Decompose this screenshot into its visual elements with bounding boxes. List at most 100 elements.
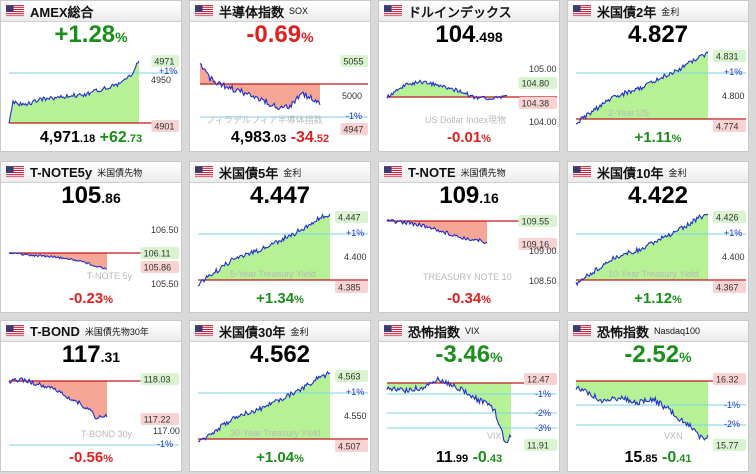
price-line <box>575 213 709 287</box>
main-value-integer: 104 <box>435 21 476 48</box>
market-card[interactable]: T-NOTE 5y 106.50 106.11 105.86 105.50 T-NOTE5… <box>0 161 182 313</box>
top-price-label: 105.00 <box>529 64 557 74</box>
main-value: +1.28% <box>1 20 181 52</box>
main-value: -2.52% <box>568 340 748 372</box>
svg-text:4.831: 4.831 <box>716 52 739 62</box>
us-flag-icon <box>195 5 213 17</box>
top-price-label: 118.03 <box>140 373 179 385</box>
top-price-label: 109.55 <box>518 215 557 227</box>
previous-close-label: 4.367 <box>713 281 746 293</box>
price-chart: 30-Year Treasury Yield 4.563 +1% 4.550 4.507 <box>197 370 368 452</box>
percent-label: +1% <box>346 228 364 238</box>
chart-watermark: T-NOTE 5y <box>87 271 133 281</box>
main-value: 104.498 <box>379 20 559 52</box>
market-card[interactable]: VXN 16.32 -1% -2% 15.77 恐怖指数 Nasdaq100 -2.52% 15… <box>567 320 749 472</box>
card-header: 恐怖指数 VIX <box>379 321 559 342</box>
chart-fill-area <box>9 377 107 420</box>
card-title: T-NOTE <box>408 164 456 180</box>
market-card[interactable]: US Dollar Index現物 105.00 104.80 104.38 104.0… <box>378 0 560 152</box>
card-subtitle: 米国債先物30年 <box>84 326 149 337</box>
chart-fill-area <box>576 381 708 440</box>
price-chart: VXN 16.32 -1% -2% 15.77 <box>575 373 746 451</box>
top-price-label: 4.831 <box>713 50 746 62</box>
card-title: 米国債5年 <box>219 165 279 181</box>
main-value-integer: 4.827 <box>627 21 689 48</box>
last-price-decimal: .85 <box>642 453 658 465</box>
card-subtitle: SOX <box>289 6 309 16</box>
card-header: 恐怖指数 Nasdaq100 <box>568 321 748 342</box>
market-card[interactable]: 2-Year US 4.831 +1% 4.800 4.774 米国債2年 金利 4.827 +… <box>567 0 749 152</box>
main-value: 4.827 <box>568 20 748 52</box>
card-subtitle: 金利 <box>283 167 302 178</box>
last-price: 11.99 <box>436 449 468 466</box>
chart-fill-area <box>9 252 107 269</box>
price-line <box>8 60 140 124</box>
price-and-change: 4,983.03 -34.52 <box>190 128 370 149</box>
market-card[interactable]: 5-Year Treasury Yield 4.447 +1% 4.400 4.385 米… <box>189 161 371 313</box>
market-card[interactable]: フィラデルフィア半導体指数 5055 5000 -1% 4947 半導体指数 SOX -0.6… <box>189 0 371 152</box>
us-flag-icon <box>384 325 402 337</box>
market-card[interactable]: TREASURY NOTE 10 109.55 109.16 109.00 108.50… <box>378 161 560 313</box>
card-subtitle: 金利 <box>290 326 309 337</box>
card-title: 半導体指数 <box>219 4 285 20</box>
main-value: -3.46% <box>379 340 559 372</box>
price-line <box>386 79 508 101</box>
top-price-label: 4.447 <box>335 211 368 223</box>
svg-text:106.11: 106.11 <box>144 249 171 259</box>
svg-text:104.38: 104.38 <box>522 99 550 109</box>
market-card[interactable]: VIX 12.47 -1% -2% -3% 11.91 恐怖指数 VIX -3.46% 11.99… <box>378 320 560 472</box>
us-flag-icon <box>6 166 24 178</box>
main-value-integer: 117 <box>61 341 101 368</box>
chart-watermark: VIX <box>487 431 502 441</box>
top-price-label: 4971 <box>151 55 179 67</box>
card-header: T-NOTE 米国債先物 <box>379 162 559 183</box>
svg-text:5055: 5055 <box>343 57 363 67</box>
change-percent-value: +1.12 <box>634 290 673 307</box>
main-value: 117.31 <box>1 340 181 372</box>
chart-watermark: 10-Year Treasury Yield <box>608 269 699 279</box>
us-flag-icon <box>573 166 591 178</box>
svg-text:15.77: 15.77 <box>716 441 739 451</box>
market-card[interactable]: 10-Year Treasury Yield 4.426 +1% 4.400 4.367… <box>567 161 749 313</box>
price-line <box>386 218 488 245</box>
main-value: 105.86 <box>1 181 181 213</box>
price-line <box>8 252 108 270</box>
main-value: -0.69% <box>190 20 370 52</box>
top-price-label: 4.426 <box>713 211 746 223</box>
chart-fill-area <box>387 219 487 244</box>
last-price-decimal: .03 <box>270 133 287 145</box>
svg-text:4971: 4971 <box>154 57 174 67</box>
main-value-suffix: .498 <box>475 29 503 45</box>
card-title: AMEX総合 <box>30 4 94 20</box>
card-title: T-NOTE5y <box>30 164 93 180</box>
market-card[interactable]: T-BOND 30y 118.03 117.22 117.00 -1% T-BOND 米国債… <box>0 320 182 472</box>
net-change-integer: -0 <box>472 449 487 466</box>
price-chart: T-NOTE 5y 106.50 106.11 105.86 105.50 <box>8 225 179 289</box>
main-value-suffix: % <box>301 29 314 45</box>
percent-sign: % <box>103 294 113 306</box>
us-flag-icon <box>384 5 402 17</box>
last-price-integer: 4,971 <box>39 129 80 146</box>
card-header: T-NOTE5y 米国債先物 <box>1 162 181 183</box>
market-card[interactable]: 4971 +1% 4950 4901 AMEX総合 +1.28% 4,971.18 +62.… <box>0 0 182 152</box>
mid-price-label: 4.800 <box>722 91 745 101</box>
svg-text:117.22: 117.22 <box>144 415 171 425</box>
net-change-integer: -0 <box>662 449 677 466</box>
last-price-integer: 15 <box>624 449 643 466</box>
chart-watermark: US Dollar Index現物 <box>425 114 506 125</box>
main-value-suffix: % <box>115 29 128 45</box>
card-title: 米国債10年 <box>597 165 664 181</box>
minus-two-percent-label: -2% <box>535 408 551 418</box>
change-percent-value: -0.34 <box>447 290 482 307</box>
net-change: -0.43 <box>473 449 503 466</box>
card-header: 米国債5年 金利 <box>190 162 370 183</box>
card-header: 米国債2年 金利 <box>568 1 748 22</box>
market-card[interactable]: 30-Year Treasury Yield 4.563 +1% 4.550 4.507… <box>189 320 371 472</box>
main-value-integer: +1.28 <box>54 21 116 48</box>
chart-watermark: T-BOND 30y <box>81 429 133 439</box>
svg-text:109.16: 109.16 <box>522 240 550 250</box>
main-value-suffix: .16 <box>479 190 499 206</box>
